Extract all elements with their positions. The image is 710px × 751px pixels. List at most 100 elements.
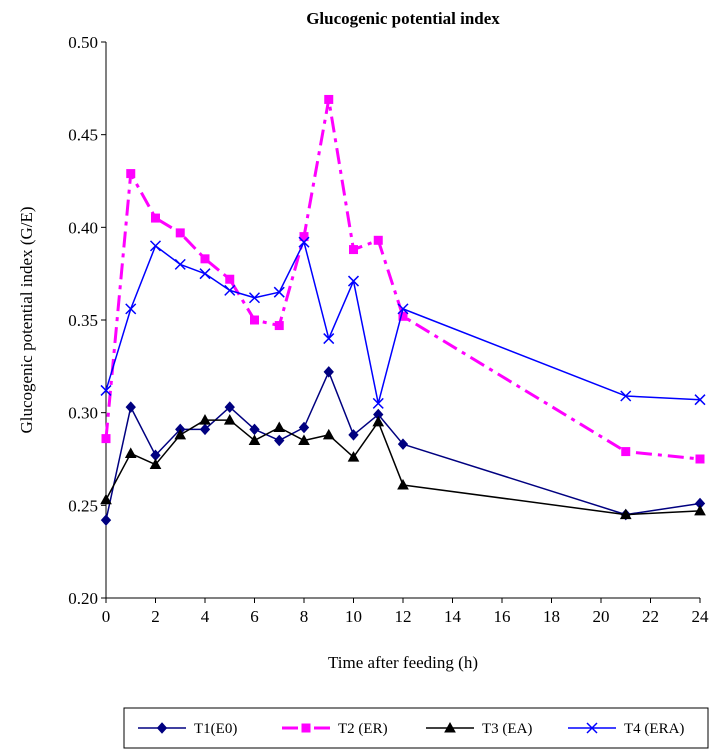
legend-label: T4 (ERA) bbox=[624, 721, 684, 737]
data-point bbox=[322, 428, 335, 440]
data-point bbox=[694, 504, 706, 516]
legend-item: T1(E0) bbox=[138, 721, 237, 737]
series-1 bbox=[100, 366, 706, 526]
y-tick-label: 0.25 bbox=[68, 496, 98, 515]
data-point bbox=[397, 438, 409, 450]
x-tick-label: 12 bbox=[395, 607, 412, 626]
x-tick-label: 0 bbox=[102, 607, 111, 626]
legend-marker bbox=[586, 722, 598, 734]
legend-marker bbox=[444, 721, 456, 733]
x-tick-label: 2 bbox=[151, 607, 160, 626]
legend-label: T1(E0) bbox=[194, 721, 237, 737]
data-point bbox=[373, 235, 383, 245]
data-point bbox=[174, 258, 186, 270]
y-tick-label: 0.50 bbox=[68, 33, 98, 52]
series-line bbox=[105, 241, 701, 405]
data-point bbox=[199, 268, 211, 280]
data-point bbox=[100, 384, 112, 396]
data-point bbox=[397, 478, 409, 490]
x-tick-label: 8 bbox=[300, 607, 309, 626]
data-point bbox=[621, 447, 631, 457]
data-point bbox=[274, 321, 284, 331]
data-point bbox=[223, 414, 236, 425]
data-point bbox=[323, 366, 334, 378]
data-point bbox=[126, 169, 136, 179]
legend-marker bbox=[301, 723, 311, 733]
y-tick-label: 0.20 bbox=[68, 589, 98, 608]
data-point bbox=[273, 421, 286, 432]
series-line bbox=[104, 97, 701, 461]
data-point bbox=[324, 94, 334, 104]
data-point bbox=[372, 415, 385, 427]
y-tick-label: 0.30 bbox=[68, 404, 98, 423]
series-2 bbox=[101, 94, 705, 464]
data-point bbox=[100, 514, 112, 526]
x-tick-label: 18 bbox=[543, 607, 560, 626]
data-point bbox=[298, 236, 310, 248]
data-point bbox=[248, 434, 261, 445]
data-point bbox=[125, 303, 137, 315]
legend-item: T3 (EA) bbox=[426, 721, 532, 737]
data-point bbox=[224, 401, 235, 413]
data-point bbox=[175, 228, 185, 238]
data-point bbox=[224, 284, 236, 296]
data-point bbox=[174, 428, 187, 440]
y-tick-label: 0.40 bbox=[68, 218, 98, 237]
data-point bbox=[347, 451, 360, 462]
data-point bbox=[694, 394, 706, 406]
data-point bbox=[349, 245, 358, 255]
data-point bbox=[298, 434, 310, 445]
x-axis-label: Time after feeding (h) bbox=[328, 653, 478, 672]
series-line bbox=[105, 419, 701, 516]
x-tick-label: 24 bbox=[692, 607, 710, 626]
data-point bbox=[398, 311, 408, 321]
x-tick-label: 6 bbox=[250, 607, 259, 626]
x-tick-label: 14 bbox=[444, 607, 462, 626]
data-point bbox=[200, 254, 210, 264]
x-tick-label: 22 bbox=[642, 607, 659, 626]
y-axis-label: Glucogenic potential index (G/E) bbox=[17, 206, 36, 433]
series-3 bbox=[100, 414, 706, 520]
data-point bbox=[199, 423, 211, 436]
data-point bbox=[273, 286, 285, 298]
data-point bbox=[250, 315, 259, 325]
data-point bbox=[100, 493, 112, 505]
data-point bbox=[199, 414, 211, 425]
legend-label: T2 (ER) bbox=[338, 721, 388, 737]
plot-area: 0.200.250.300.350.400.450.500 2 4 6 8 10 12 14 1… bbox=[68, 33, 709, 626]
x-tick-label: 20 bbox=[593, 607, 610, 626]
data-point bbox=[695, 454, 705, 464]
chart-title: Glucogenic potential index bbox=[306, 9, 500, 28]
legend-marker bbox=[156, 722, 168, 734]
data-point bbox=[248, 292, 261, 304]
data-point bbox=[299, 232, 309, 242]
data-point bbox=[323, 333, 335, 345]
legend-label: T3 (EA) bbox=[482, 721, 532, 737]
data-point bbox=[124, 447, 137, 458]
legend-item: T2 (ER) bbox=[282, 721, 388, 737]
series-4 bbox=[100, 236, 706, 409]
y-tick-label: 0.35 bbox=[68, 311, 98, 330]
data-point bbox=[125, 401, 136, 413]
data-point bbox=[347, 275, 360, 287]
data-point bbox=[397, 303, 409, 315]
data-point bbox=[620, 390, 632, 402]
data-point bbox=[348, 429, 359, 441]
data-point bbox=[149, 458, 162, 470]
data-point bbox=[249, 423, 260, 436]
data-point bbox=[151, 213, 160, 223]
data-point bbox=[149, 240, 162, 252]
data-point bbox=[372, 397, 384, 409]
x-tick-label: 16 bbox=[494, 607, 511, 626]
x-tick-label: 10 bbox=[345, 607, 362, 626]
legend-item: T4 (ERA) bbox=[568, 721, 684, 737]
legend: T1(E0) T2 (ER) T3 (EA) T4 (ERA) bbox=[123, 707, 709, 749]
y-tick-label: 0.45 bbox=[68, 126, 98, 145]
data-point bbox=[274, 434, 285, 447]
data-point bbox=[619, 508, 632, 520]
data-point bbox=[298, 421, 310, 434]
data-point bbox=[225, 274, 235, 284]
x-tick-label: 4 bbox=[201, 607, 210, 626]
data-point bbox=[101, 434, 111, 444]
